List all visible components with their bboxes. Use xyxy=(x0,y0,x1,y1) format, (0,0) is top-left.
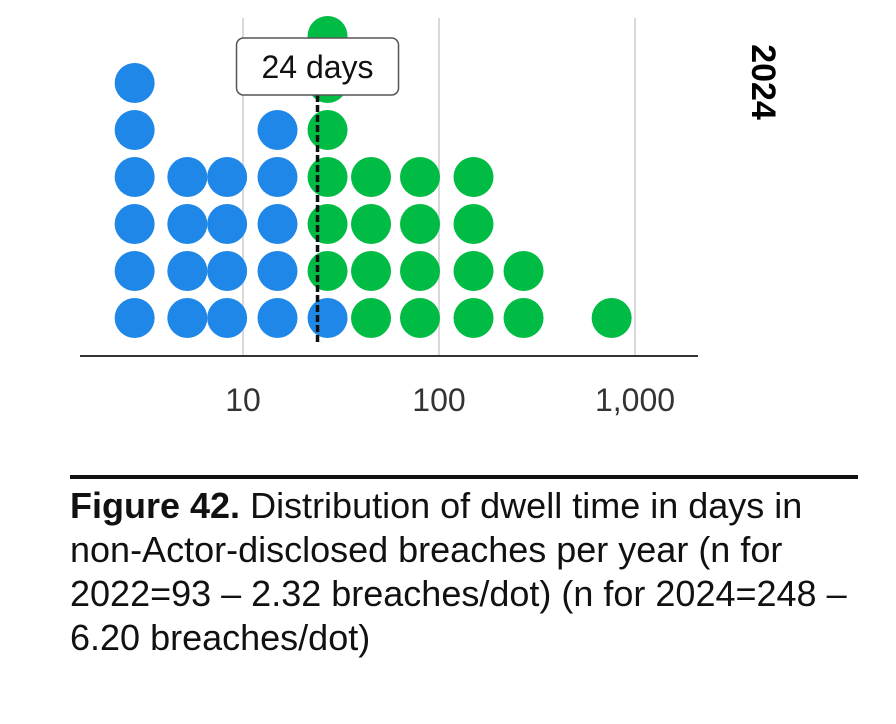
median-callout-box xyxy=(235,37,400,96)
dot-below-median xyxy=(114,204,155,244)
median-callout: 24 days xyxy=(235,37,400,96)
dot-below-median xyxy=(207,157,248,197)
dot-above-median xyxy=(453,298,494,338)
dot-above-median xyxy=(400,204,441,244)
dot-below-median xyxy=(114,298,155,338)
dot-above-median xyxy=(307,251,348,291)
x-axis-tick-labels: 10 100 1,000 xyxy=(225,382,675,418)
dot-above-median xyxy=(351,298,392,338)
dot-below-median xyxy=(114,251,155,291)
dot-below-median xyxy=(257,298,298,338)
dot-below-median xyxy=(114,157,155,197)
dwell-time-chart: 10 100 1,000 24 days 2024 xyxy=(80,16,782,418)
figure-caption: Figure 42. Distribution of dwell time in… xyxy=(70,484,860,660)
dot-above-median xyxy=(400,298,441,338)
dot-above-median xyxy=(503,251,544,291)
x-tick-label: 10 xyxy=(225,382,261,418)
dot-columns xyxy=(114,16,632,338)
dot-below-median xyxy=(257,251,298,291)
dot-below-median xyxy=(167,157,208,197)
dot-above-median xyxy=(503,298,544,338)
dot-below-median xyxy=(257,157,298,197)
dot-above-median xyxy=(307,110,348,150)
dot-above-median xyxy=(351,157,392,197)
dot-above-median xyxy=(351,251,392,291)
caption-divider xyxy=(70,475,858,479)
dot-above-median xyxy=(307,204,348,244)
dot-below-median xyxy=(307,298,348,338)
dot-above-median xyxy=(351,204,392,244)
dot-above-median xyxy=(400,157,441,197)
dot-below-median xyxy=(167,298,208,338)
x-tick-label: 100 xyxy=(412,382,465,418)
dot-below-median xyxy=(114,110,155,150)
dot-above-median xyxy=(307,157,348,197)
dot-below-median xyxy=(114,63,155,103)
median-callout-label: 24 days xyxy=(261,49,373,85)
dot-below-median xyxy=(257,110,298,150)
dot-below-median xyxy=(207,251,248,291)
dot-above-median xyxy=(453,204,494,244)
figure-caption-title: Figure 42. xyxy=(70,485,241,526)
x-tick-label: 1,000 xyxy=(595,382,675,418)
dot-below-median xyxy=(207,298,248,338)
dot-above-median xyxy=(591,298,632,338)
dot-above-median xyxy=(453,157,494,197)
figure-caption-text: Distribution of dwell time in days in no… xyxy=(70,485,847,658)
dot-below-median xyxy=(207,204,248,244)
dot-below-median xyxy=(167,251,208,291)
year-panel-label: 2024 xyxy=(744,44,782,120)
dot-below-median xyxy=(167,204,208,244)
dot-above-median xyxy=(453,251,494,291)
dot-above-median xyxy=(400,251,441,291)
dot-below-median xyxy=(257,204,298,244)
